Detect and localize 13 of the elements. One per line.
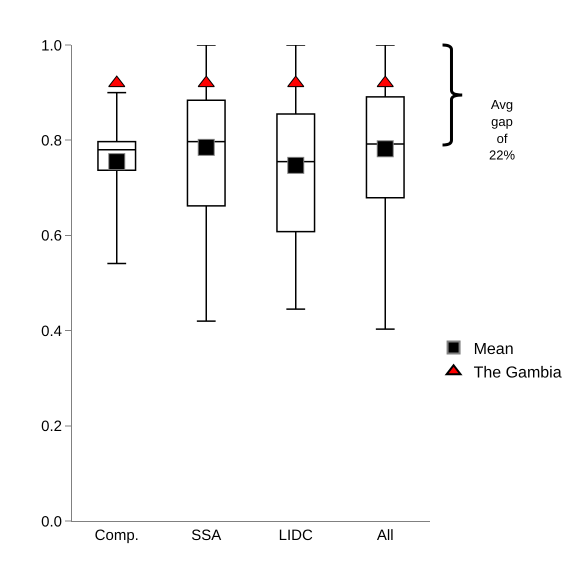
x-tick-label: Comp. [94, 527, 139, 544]
y-tick-label: 0.0 [41, 513, 62, 530]
text: Avg gap of 22% [489, 97, 516, 163]
x-tick-label: SSA [191, 527, 222, 544]
legend-label: Mean [474, 340, 514, 358]
y-tick-label: 0.6 [41, 228, 62, 245]
legend-label: The Gambia [474, 364, 562, 382]
x-tick-label: LIDC [278, 527, 313, 544]
y-tick-label: 1.0 [41, 37, 62, 54]
y-tick-label: 0.4 [41, 322, 62, 340]
y-tick-label: 0.2 [41, 418, 62, 436]
y-tick-label: 0.8 [41, 132, 62, 150]
x-tick-label: All [376, 527, 394, 544]
